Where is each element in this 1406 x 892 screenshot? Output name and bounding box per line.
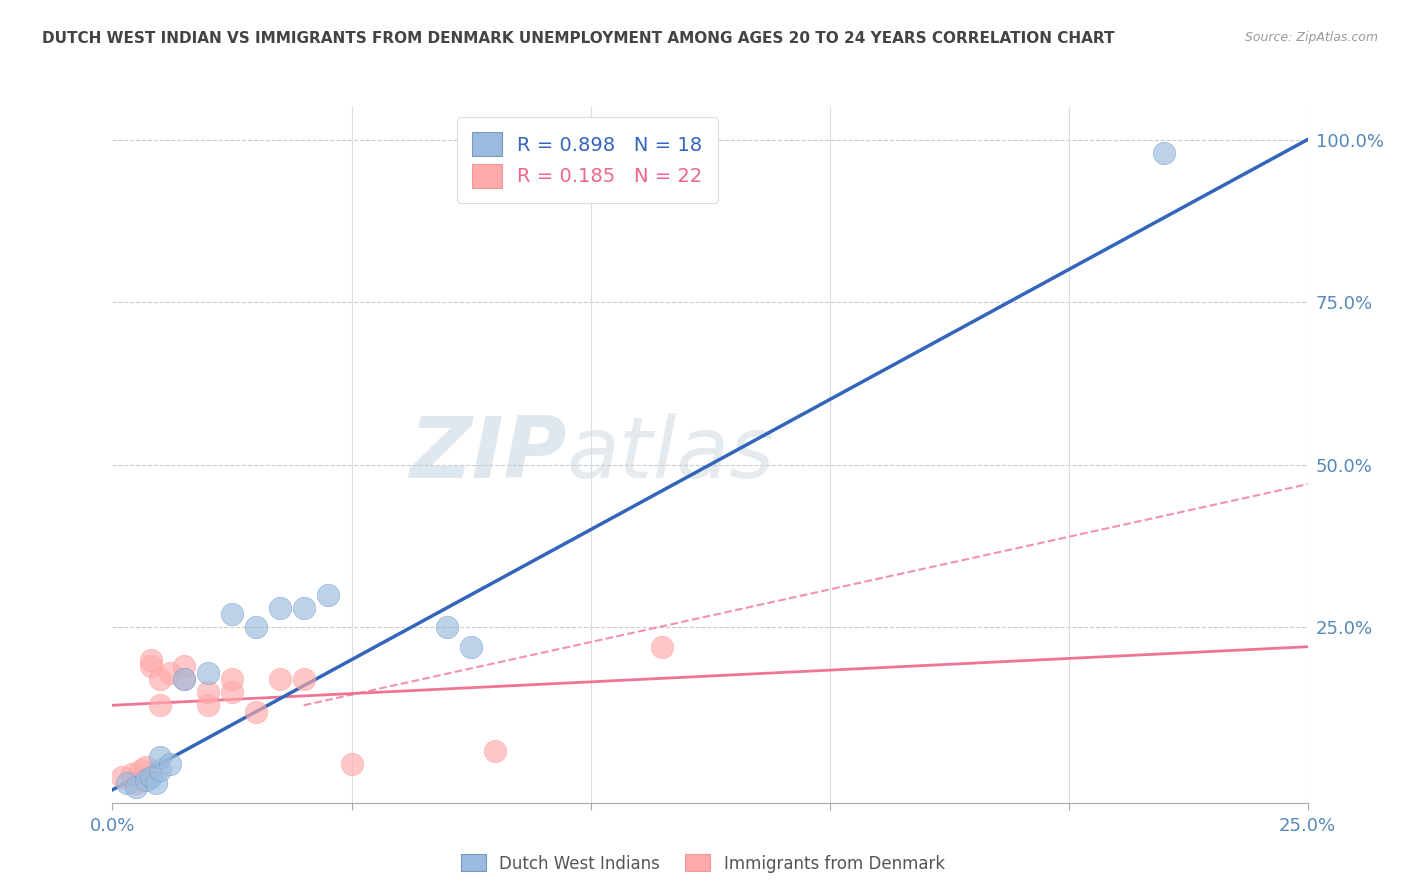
Point: [197, 698, 219, 713]
Point: [269, 672, 291, 686]
Point: [149, 764, 172, 778]
Point: [245, 620, 267, 634]
Point: [149, 698, 172, 713]
Point: [135, 760, 157, 774]
Point: [121, 766, 143, 780]
Legend: Dutch West Indians, Immigrants from Denmark: Dutch West Indians, Immigrants from Denm…: [454, 847, 952, 880]
Point: [173, 672, 195, 686]
Point: [460, 640, 482, 654]
Text: Source: ZipAtlas.com: Source: ZipAtlas.com: [1244, 31, 1378, 45]
Point: [139, 653, 162, 667]
Point: [149, 672, 172, 686]
Point: [173, 672, 195, 686]
Point: [129, 764, 152, 778]
Point: [115, 776, 138, 790]
Text: DUTCH WEST INDIAN VS IMMIGRANTS FROM DENMARK UNEMPLOYMENT AMONG AGES 20 TO 24 YE: DUTCH WEST INDIAN VS IMMIGRANTS FROM DEN…: [42, 31, 1115, 46]
Point: [197, 665, 219, 680]
Point: [139, 770, 162, 784]
Point: [1153, 145, 1175, 160]
Point: [197, 685, 219, 699]
Point: [221, 685, 243, 699]
Point: [245, 705, 267, 719]
Point: [135, 772, 157, 787]
Legend: R = 0.898   N = 18, R = 0.185   N = 22: R = 0.898 N = 18, R = 0.185 N = 22: [457, 117, 718, 203]
Point: [340, 756, 363, 771]
Point: [221, 672, 243, 686]
Point: [111, 770, 134, 784]
Point: [292, 600, 315, 615]
Text: ZIP: ZIP: [409, 413, 567, 497]
Point: [292, 672, 315, 686]
Point: [484, 744, 506, 758]
Point: [173, 659, 195, 673]
Point: [436, 620, 458, 634]
Point: [159, 665, 181, 680]
Point: [125, 780, 148, 794]
Point: [145, 776, 167, 790]
Point: [269, 600, 291, 615]
Point: [651, 640, 673, 654]
Point: [221, 607, 243, 622]
Text: atlas: atlas: [567, 413, 775, 497]
Point: [139, 659, 162, 673]
Point: [149, 750, 172, 764]
Point: [159, 756, 181, 771]
Point: [125, 776, 148, 790]
Point: [316, 588, 339, 602]
